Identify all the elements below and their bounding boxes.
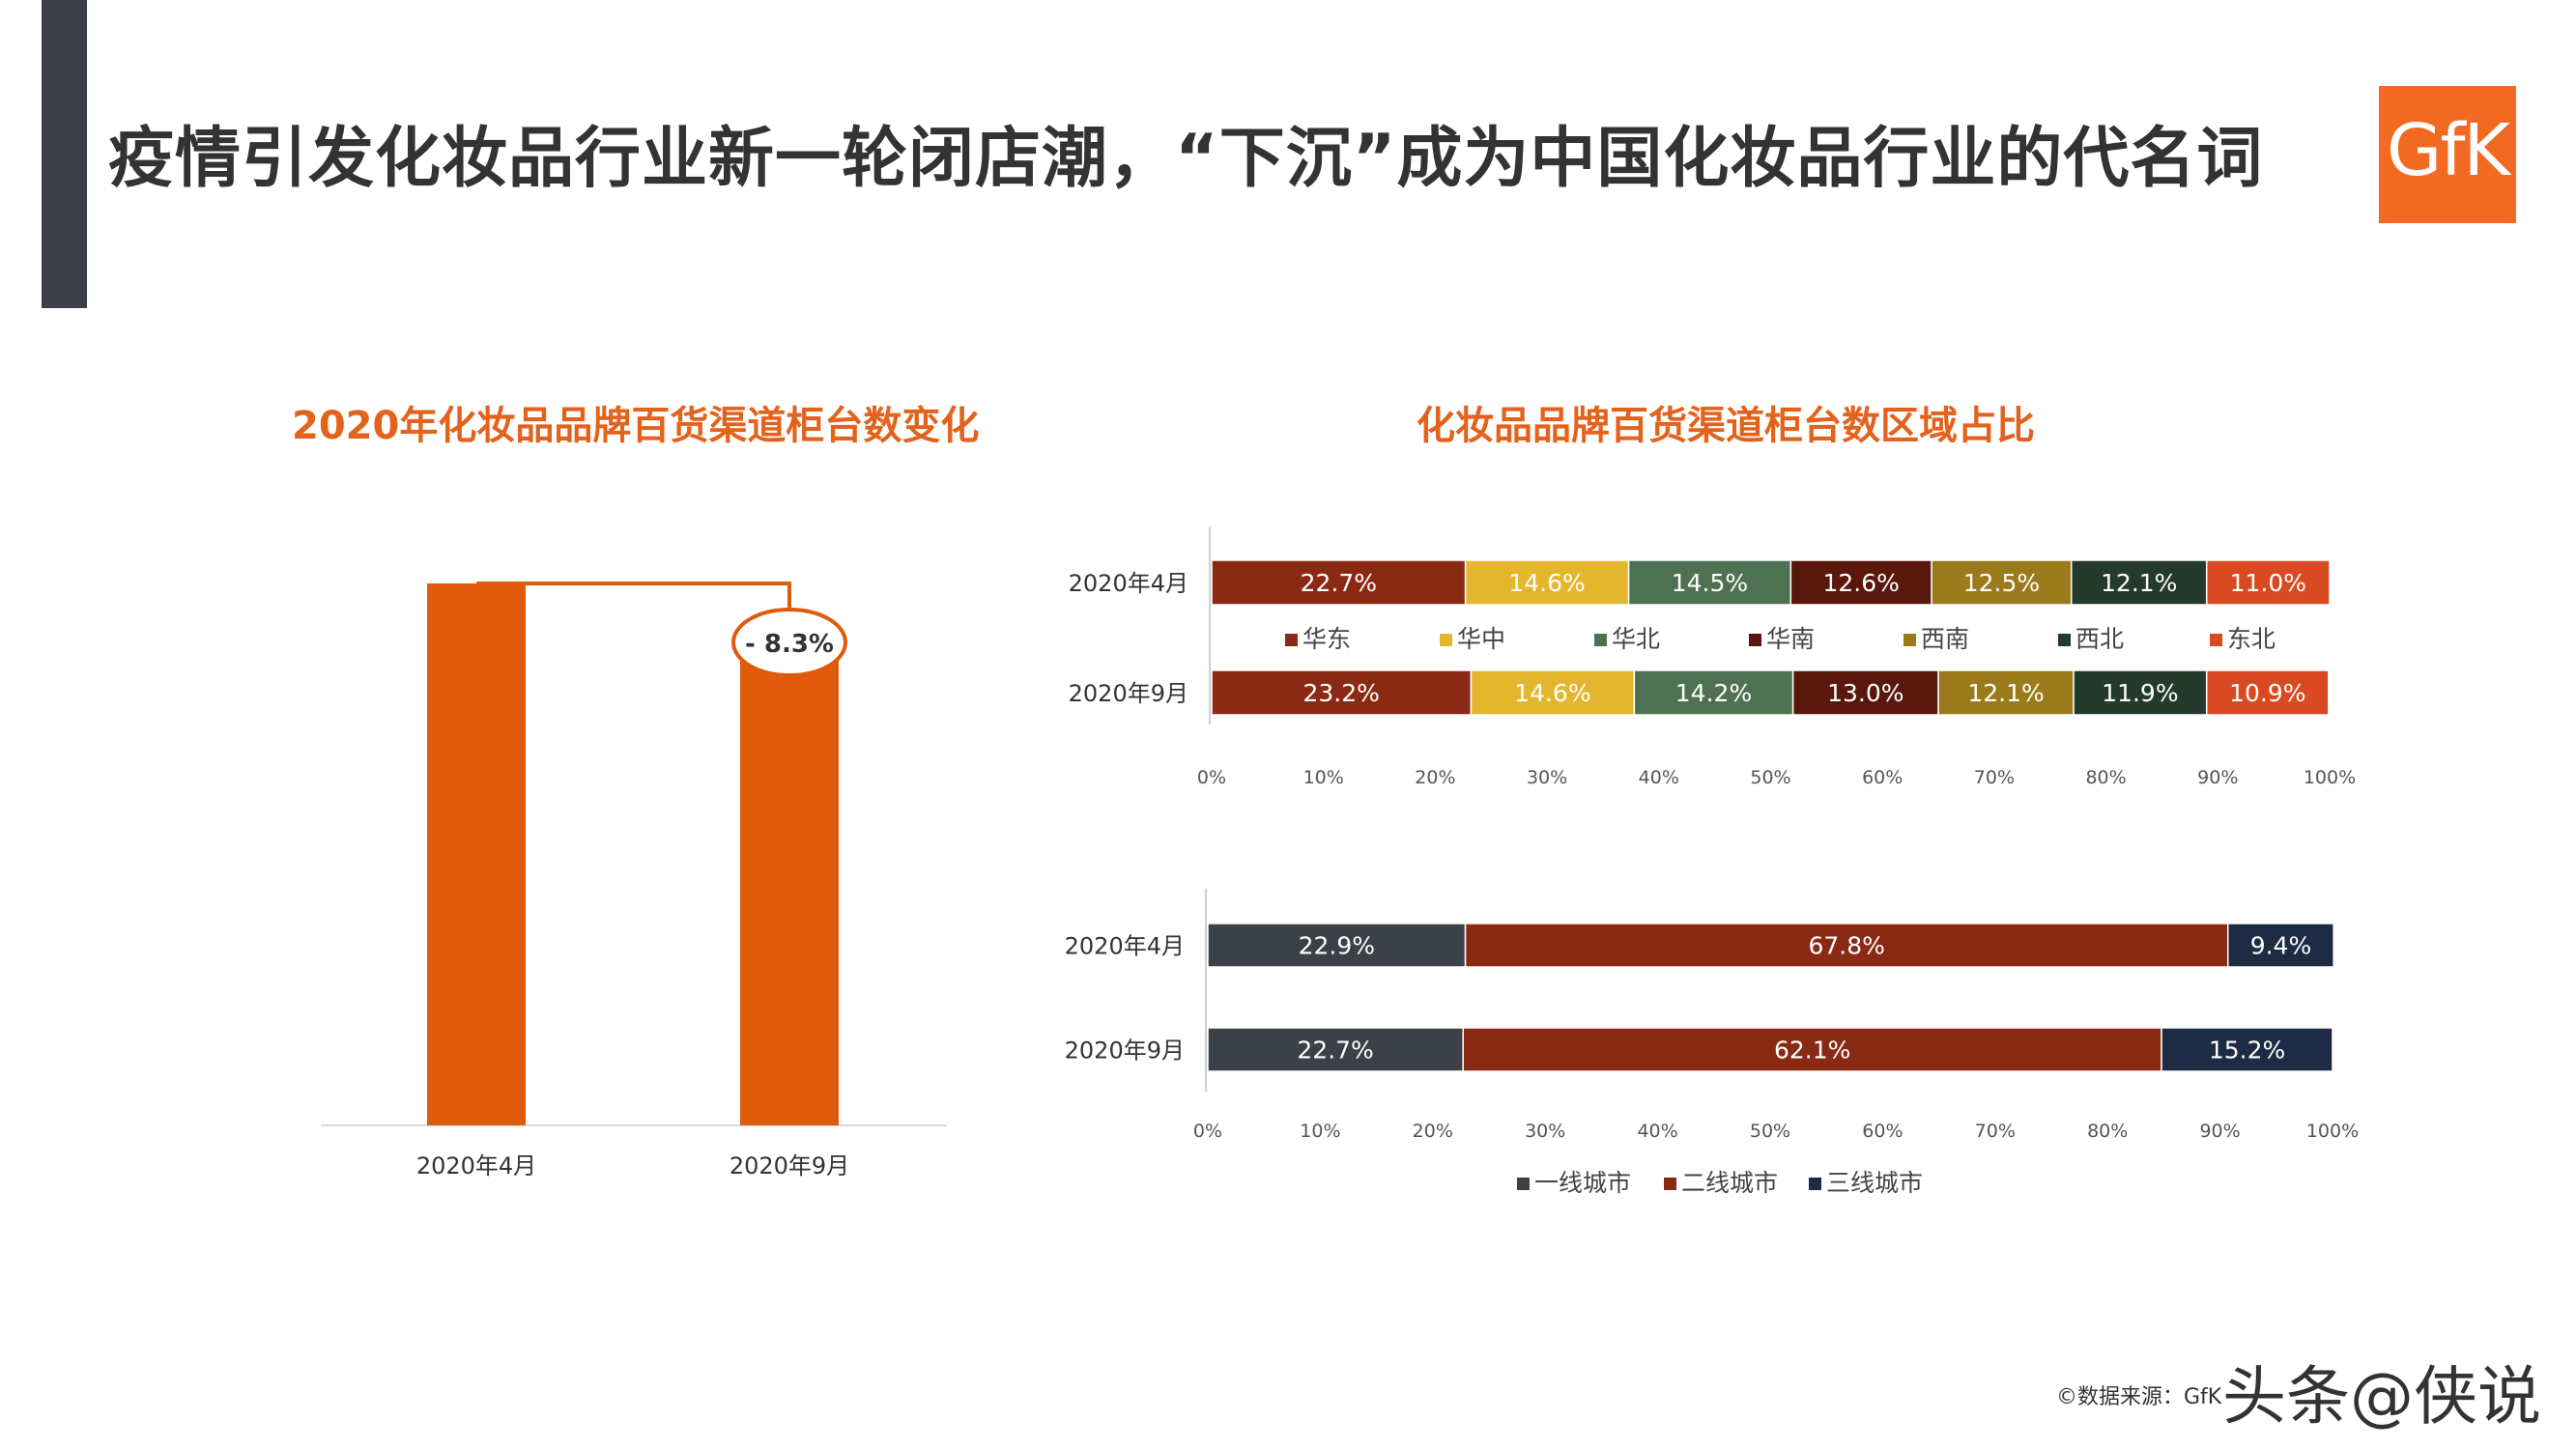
city-category-label: 2020年4月 <box>1065 933 1185 960</box>
city-tick-label: 90% <box>2199 1121 2240 1142</box>
region-segment <box>1211 559 1467 606</box>
region-segment-label: 12.1% <box>2101 569 2177 597</box>
region-segment-label: 22.7% <box>1301 569 1377 597</box>
data-source-note: ©数据来源：GfK <box>2056 1385 2222 1409</box>
region-legend-label: 东北 <box>2227 625 2275 653</box>
region-tick-label: 20% <box>1415 767 1455 788</box>
region-tick-label: 50% <box>1750 767 1790 788</box>
city-tick-label: 10% <box>1300 1121 1340 1142</box>
city-segment <box>1207 923 1467 968</box>
city-segment-label: 67.8% <box>1808 932 1884 960</box>
page-title: 疫情引发化妆品行业新一轮闭店潮，“下沉”成为中国化妆品行业的代名词 <box>108 121 2264 197</box>
region-tick-label: 100% <box>2304 767 2356 788</box>
region-legend-swatch <box>1903 634 1916 646</box>
watermark: 头条@侠说 <box>2222 1359 2541 1434</box>
city-tick-label: 60% <box>1862 1121 1903 1142</box>
region-legend-label: 华中 <box>1457 625 1505 653</box>
region-segment <box>1211 669 1473 716</box>
bar-1 <box>740 628 839 1125</box>
city-tick-label: 20% <box>1413 1121 1453 1142</box>
region-legend-swatch <box>1285 634 1298 646</box>
city-segment <box>2226 923 2334 968</box>
region-segment <box>2205 559 2331 606</box>
region-segment <box>1937 669 2075 716</box>
region-legend-swatch <box>1440 634 1452 646</box>
city-segment <box>1462 1027 2162 1072</box>
region-segment <box>2073 669 2208 716</box>
city-tick-label: 30% <box>1525 1121 1565 1142</box>
region-category-label: 2020年4月 <box>1069 570 1188 597</box>
city-legend-label: 二线城市 <box>1681 1169 1778 1197</box>
region-legend-label: 华东 <box>1302 625 1351 653</box>
change-badge <box>731 608 847 677</box>
region-segment-label: 14.5% <box>1672 569 1748 597</box>
side-accent-bar <box>42 0 87 308</box>
region-segment-label: 12.6% <box>1823 569 1900 597</box>
region-segment-label: 12.1% <box>1967 679 2044 707</box>
city-tick-label: 50% <box>1750 1121 1790 1142</box>
region-segment <box>1789 559 1932 606</box>
region-segment-label: 13.0% <box>1827 679 1903 707</box>
gfk-logo: GfK <box>2379 86 2516 223</box>
region-segment <box>1633 669 1794 716</box>
region-tick-label: 0% <box>1197 767 1226 788</box>
region-segment <box>1464 559 1630 606</box>
region-segment-label: 11.0% <box>2230 569 2306 597</box>
region-chart-title: 化妆品品牌百货渠道柜台数区域占比 <box>1417 404 2035 448</box>
region-segment-label: 11.9% <box>2102 679 2178 707</box>
region-segment-label: 12.5% <box>1963 569 2040 597</box>
city-tick-label: 40% <box>1637 1121 1677 1142</box>
region-legend-label: 西南 <box>1921 625 1969 653</box>
city-segment-label: 62.1% <box>1774 1037 1850 1065</box>
bar-0 <box>427 583 526 1125</box>
region-tick-label: 90% <box>2197 767 2238 788</box>
change-value-label: - 8.3% <box>745 630 834 659</box>
bar-category-label: 2020年9月 <box>730 1152 849 1179</box>
region-tick-label: 80% <box>2085 767 2126 788</box>
region-category-label: 2020年9月 <box>1069 680 1188 707</box>
region-segment-label: 14.6% <box>1514 679 1590 707</box>
region-tick-label: 60% <box>1862 767 1903 788</box>
region-legend-label: 西北 <box>2075 625 2124 653</box>
city-legend-swatch <box>1517 1178 1530 1190</box>
city-legend-swatch <box>1809 1178 1821 1190</box>
region-legend-label: 华南 <box>1766 625 1815 653</box>
city-category-label: 2020年9月 <box>1065 1037 1185 1065</box>
city-segment-label: 15.2% <box>2209 1037 2285 1065</box>
region-segment <box>1791 669 1939 716</box>
gfk-logo-text: GfK <box>2387 109 2510 192</box>
city-segment-label: 22.7% <box>1297 1037 1373 1065</box>
bar-category-label: 2020年4月 <box>416 1152 536 1179</box>
city-tick-label: 70% <box>1975 1121 2016 1142</box>
region-segment-label: 14.2% <box>1675 679 1752 707</box>
city-segment <box>1207 1027 1464 1072</box>
city-legend-swatch <box>1664 1178 1676 1190</box>
region-legend-swatch <box>2210 634 2222 646</box>
region-segment-label: 14.6% <box>1508 569 1585 597</box>
region-tick-label: 70% <box>1974 767 2015 788</box>
region-segment <box>2070 559 2208 606</box>
region-legend-swatch <box>1594 634 1607 646</box>
city-segment-label: 22.9% <box>1299 932 1375 960</box>
city-tick-label: 80% <box>2087 1121 2128 1142</box>
region-segment-label: 23.2% <box>1303 679 1380 707</box>
region-tick-label: 10% <box>1303 767 1344 788</box>
region-legend-swatch <box>1749 634 1761 646</box>
city-segment-label: 9.4% <box>2250 932 2312 960</box>
region-segment-label: 10.9% <box>2229 679 2305 707</box>
city-legend-label: 一线城市 <box>1534 1169 1631 1197</box>
city-tick-label: 0% <box>1193 1121 1222 1142</box>
region-segment <box>1627 559 1792 606</box>
region-legend-swatch <box>2058 634 2071 646</box>
city-tick-label: 100% <box>2306 1121 2359 1142</box>
city-legend-label: 三线城市 <box>1826 1169 1923 1197</box>
bar-chart-title: 2020年化妆品品牌百货渠道柜台数变化 <box>292 404 980 448</box>
region-segment <box>2205 669 2330 716</box>
city-segment <box>2161 1027 2333 1072</box>
region-legend-label: 华北 <box>1612 625 1660 653</box>
region-tick-label: 40% <box>1639 767 1679 788</box>
region-tick-label: 30% <box>1527 767 1567 788</box>
change-connector <box>476 582 791 610</box>
